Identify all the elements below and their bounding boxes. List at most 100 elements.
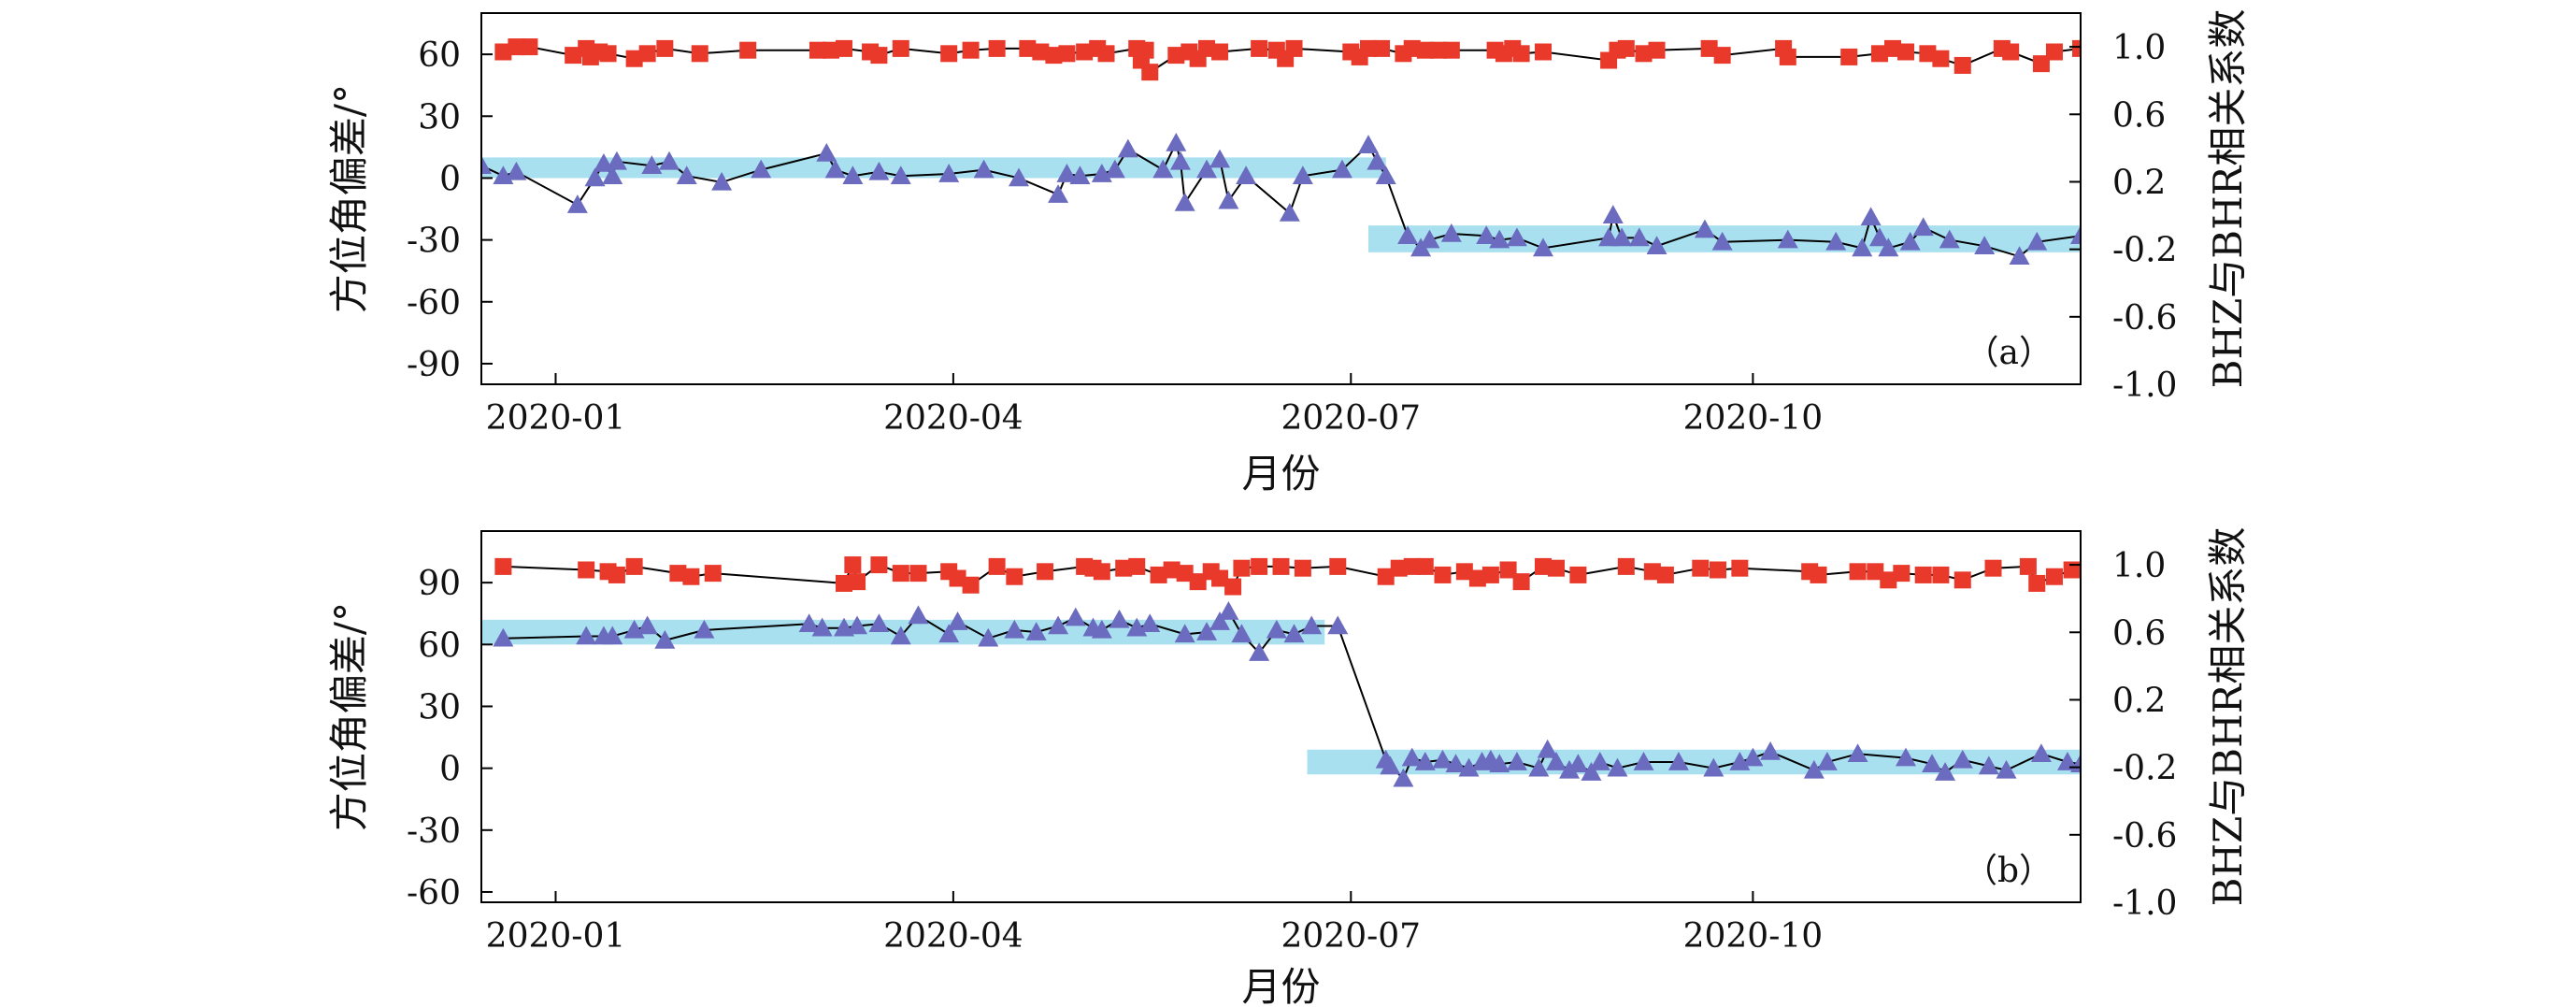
correlation-point (1512, 45, 1530, 63)
azimuth-point (1912, 217, 1934, 237)
correlation-point (1058, 45, 1076, 63)
azimuth-point (1331, 159, 1352, 179)
azimuth-point (1236, 165, 1257, 185)
right-y-tick-label: 0.6 (2112, 96, 2166, 135)
correlation-point (1272, 557, 1290, 575)
left-y-tick-label: 60 (418, 36, 461, 75)
correlation-point (1635, 45, 1653, 63)
azimuth-point (641, 155, 663, 175)
correlation-point (739, 41, 757, 59)
right-y-tick-label: -0.2 (2112, 750, 2177, 788)
correlation-point (870, 47, 888, 65)
left-y-tick-label: 0 (439, 751, 461, 789)
correlation-point (669, 565, 687, 583)
correlation-point (1373, 39, 1391, 57)
correlation-point (2002, 43, 2020, 61)
azimuth-point (1009, 167, 1030, 187)
right-y-axis-title: BHZ与BHR相关系数 (2205, 527, 2251, 907)
azimuth-point (1218, 190, 1239, 209)
plot-area (481, 38, 2081, 266)
azimuth-point (506, 161, 527, 180)
panel-label: （b） (1964, 852, 2053, 890)
azimuth-point (1559, 759, 1581, 779)
correlation-point (1534, 557, 1552, 575)
azimuth-point (1196, 622, 1218, 640)
azimuth-point (493, 627, 514, 647)
correlation-point (1548, 559, 1566, 577)
right-y-tick-label: -1.0 (2112, 367, 2177, 405)
correlation-point (1211, 569, 1229, 587)
panel-b: 90 60 30 0 -30 -60 1.0 0.6 0.2 -0.2 -0.6 -1.0 2020-0… (326, 527, 2251, 1007)
azimuth-point (816, 142, 837, 162)
azimuth-point (1878, 237, 1899, 257)
left-y-tick-label: -90 (407, 346, 461, 384)
correlation-point (1045, 47, 1063, 65)
azimuth-point (1104, 159, 1125, 179)
correlation-point (2085, 568, 2102, 585)
azimuth-point (2056, 752, 2078, 770)
correlation-point (1932, 50, 1950, 67)
azimuth-point (654, 629, 676, 649)
azimuth-point (1231, 624, 1252, 643)
correlation-point (1692, 559, 1710, 577)
x-tick-label: 2020-10 (1683, 917, 1824, 956)
plot-area (481, 556, 2102, 787)
correlation-point (1919, 45, 1937, 63)
correlation-point (836, 574, 853, 592)
azimuth-point (1506, 752, 1527, 770)
azimuth-point (2009, 246, 2030, 266)
correlation-point (1224, 578, 1242, 596)
azimuth-point (1048, 615, 1069, 635)
correlation-point (1700, 39, 1718, 57)
azimuth-point (1218, 601, 1239, 620)
correlation-point (1867, 563, 1884, 581)
azimuth-point (890, 626, 911, 645)
correlation-point (1656, 566, 1674, 583)
azimuth-point (2026, 231, 2048, 251)
azimuth-point (1598, 227, 1620, 247)
left-y-tick-label: -60 (407, 284, 461, 323)
azimuth-point (1952, 749, 1973, 769)
correlation-point (625, 50, 643, 67)
azimuth-point (1357, 135, 1379, 153)
x-tick-label: 2020-07 (1281, 399, 1422, 438)
azimuth-point (1397, 225, 1419, 244)
azimuth-point (606, 151, 627, 170)
left-y-tick-label: 0 (439, 160, 461, 198)
azimuth-point (1279, 202, 1300, 222)
azimuth-point (1025, 622, 1047, 640)
correlation-point (1840, 48, 1858, 65)
azimuth-point (566, 194, 588, 213)
correlation-point (682, 568, 700, 585)
correlation-point (949, 569, 966, 587)
azimuth-point (1139, 613, 1161, 633)
correlation-point (1914, 566, 1932, 583)
left-y-tick-label: -30 (407, 223, 461, 261)
correlation-point (1006, 568, 1023, 585)
x-tick-label: 2020-04 (883, 917, 1023, 956)
correlation-point (1779, 48, 1796, 65)
correlation-point (2019, 557, 2037, 575)
azimuth-point (1742, 747, 1764, 767)
correlation-point (691, 45, 708, 63)
azimuth-point (1825, 231, 1847, 251)
correlation-point (638, 45, 656, 63)
azimuth-point (481, 155, 492, 175)
azimuth-point (2030, 743, 2052, 762)
correlation-point (1390, 559, 1408, 577)
azimuth-point (1419, 229, 1440, 249)
correlation-point (1137, 41, 1154, 59)
correlation-point (1141, 64, 1159, 81)
azimuth-point (1174, 624, 1195, 643)
correlation-point (704, 565, 722, 583)
correlation-point (1849, 563, 1867, 581)
correlation-point (494, 557, 512, 575)
azimuth-point (1209, 149, 1231, 168)
azimuth-point (751, 159, 772, 179)
azimuth-point (824, 159, 846, 179)
azimuth-point (1602, 205, 1624, 223)
azimuth-point (1458, 757, 1480, 777)
azimuth-point (1169, 151, 1191, 170)
correlation-point (1883, 39, 1901, 57)
